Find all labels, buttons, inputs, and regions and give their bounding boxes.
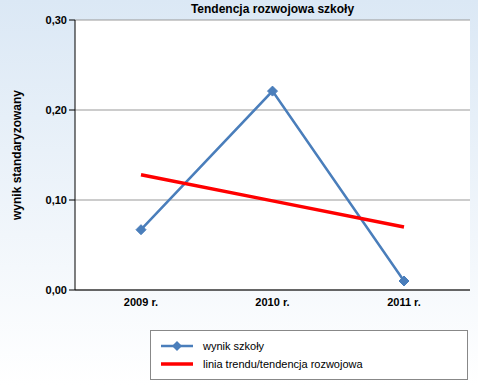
svg-text:0,30: 0,30 bbox=[46, 14, 67, 26]
svg-text:0,20: 0,20 bbox=[46, 104, 67, 116]
svg-text:0,10: 0,10 bbox=[46, 194, 67, 206]
svg-text:2011 r.: 2011 r. bbox=[387, 296, 421, 308]
html-text:Tendencja rozwojowa szkoły: Tendencja rozwojowa szkoły bbox=[190, 2, 355, 16]
svg-text:0,00: 0,00 bbox=[46, 284, 67, 296]
svg-text:2010 r.: 2010 r. bbox=[255, 296, 289, 308]
html-text:linia trendu/tendencja rozwojo: linia trendu/tendencja rozwojowa bbox=[203, 358, 363, 370]
svg-text:wynik standaryzowany: wynik standaryzowany bbox=[10, 90, 24, 221]
svg-text:2009 r.: 2009 r. bbox=[124, 296, 158, 308]
html-text:wynik szkoły: wynik szkoły bbox=[203, 340, 265, 352]
